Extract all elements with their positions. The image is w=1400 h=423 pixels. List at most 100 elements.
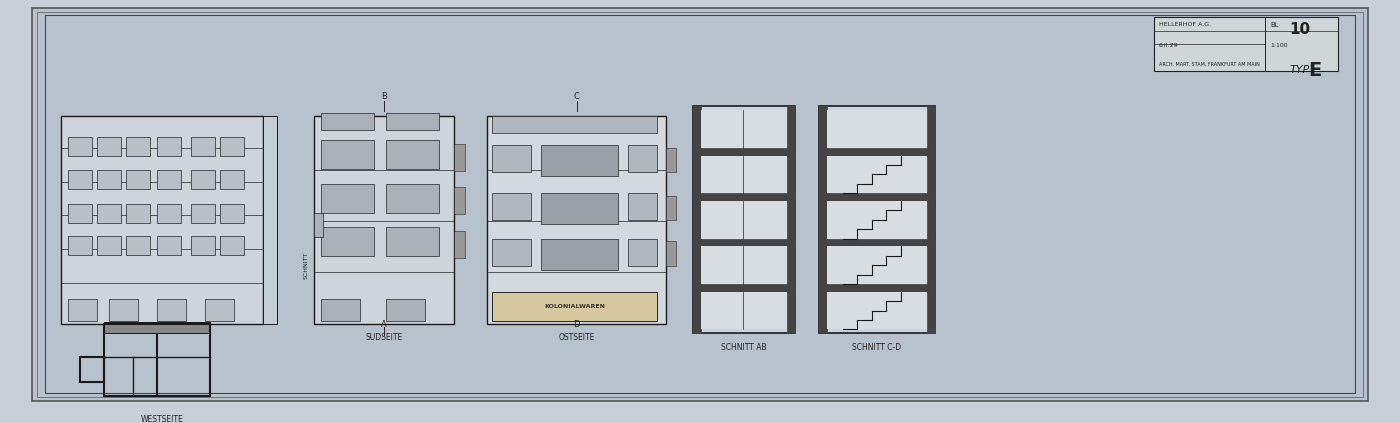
Text: SCHNITT: SCHNITT bbox=[304, 252, 309, 279]
Text: HELLERHOF A.G.: HELLERHOF A.G. bbox=[1159, 22, 1211, 27]
Bar bbox=[826, 246, 927, 284]
Bar bbox=[693, 106, 795, 333]
Bar bbox=[322, 113, 374, 130]
Bar bbox=[157, 204, 181, 223]
Bar bbox=[819, 148, 935, 156]
Bar bbox=[69, 204, 92, 223]
Text: 6.II.29: 6.II.29 bbox=[1159, 42, 1179, 47]
Bar bbox=[190, 137, 216, 157]
Bar bbox=[826, 201, 927, 239]
Bar bbox=[693, 193, 795, 201]
Bar bbox=[126, 170, 150, 190]
Bar bbox=[104, 321, 210, 333]
Text: 10: 10 bbox=[1289, 22, 1310, 37]
Bar bbox=[493, 239, 531, 266]
Bar bbox=[386, 140, 440, 169]
Bar bbox=[701, 292, 787, 330]
Bar bbox=[927, 106, 935, 333]
Bar bbox=[60, 116, 263, 324]
Bar bbox=[263, 116, 277, 324]
Text: E: E bbox=[1309, 61, 1322, 80]
Bar bbox=[322, 299, 360, 321]
Bar bbox=[693, 148, 795, 156]
Bar bbox=[220, 170, 244, 190]
Bar bbox=[693, 106, 701, 333]
Bar bbox=[693, 239, 795, 246]
Bar bbox=[627, 193, 657, 220]
Bar bbox=[69, 299, 97, 321]
Bar bbox=[69, 170, 92, 190]
Bar bbox=[190, 236, 216, 255]
Bar bbox=[190, 204, 216, 223]
Bar bbox=[493, 116, 657, 133]
Bar bbox=[97, 137, 122, 157]
Bar bbox=[104, 324, 210, 396]
Bar bbox=[322, 227, 374, 256]
Text: C: C bbox=[574, 91, 580, 101]
Text: B: B bbox=[381, 91, 386, 101]
Bar bbox=[666, 196, 676, 220]
Bar bbox=[126, 236, 150, 255]
Bar bbox=[157, 299, 186, 321]
Bar bbox=[493, 193, 531, 220]
Bar bbox=[454, 231, 465, 258]
Text: TYP: TYP bbox=[1289, 65, 1309, 75]
Bar bbox=[386, 227, 440, 256]
Bar bbox=[157, 137, 181, 157]
Bar bbox=[627, 239, 657, 266]
Bar bbox=[627, 145, 657, 172]
Bar bbox=[190, 170, 216, 190]
Text: OSTSEITE: OSTSEITE bbox=[559, 333, 595, 342]
Bar bbox=[666, 242, 676, 266]
Bar bbox=[454, 187, 465, 214]
Bar bbox=[157, 170, 181, 190]
Bar bbox=[819, 284, 935, 292]
Bar bbox=[386, 113, 440, 130]
Bar bbox=[80, 357, 104, 382]
Bar bbox=[126, 204, 150, 223]
Bar bbox=[69, 236, 92, 255]
Bar bbox=[157, 236, 181, 255]
Bar bbox=[386, 299, 424, 321]
Bar bbox=[701, 110, 787, 148]
Bar bbox=[826, 156, 927, 193]
Text: A: A bbox=[381, 319, 386, 329]
Bar bbox=[819, 193, 935, 201]
Text: ARCH. MART. STAM, FRANKFURT AM MAIN: ARCH. MART. STAM, FRANKFURT AM MAIN bbox=[1159, 62, 1260, 67]
Text: KOLONIALWAREN: KOLONIALWAREN bbox=[545, 304, 605, 309]
Bar bbox=[97, 236, 122, 255]
Bar bbox=[826, 292, 927, 330]
Bar bbox=[826, 110, 927, 148]
Bar bbox=[220, 204, 244, 223]
Bar bbox=[386, 184, 440, 212]
Text: SCHNITT C-D: SCHNITT C-D bbox=[853, 343, 902, 352]
Text: D: D bbox=[574, 319, 580, 329]
Bar bbox=[493, 292, 657, 321]
Bar bbox=[322, 184, 374, 212]
Bar bbox=[220, 236, 244, 255]
Bar bbox=[220, 137, 244, 157]
Text: SUDSEITE: SUDSEITE bbox=[365, 333, 402, 342]
Bar bbox=[109, 299, 137, 321]
Text: SCHNITT AB: SCHNITT AB bbox=[721, 343, 767, 352]
Bar bbox=[819, 106, 935, 333]
Bar bbox=[1154, 17, 1337, 71]
Bar bbox=[540, 193, 617, 224]
Bar bbox=[97, 170, 122, 190]
Text: 1:100: 1:100 bbox=[1270, 42, 1288, 47]
Bar bbox=[787, 106, 795, 333]
Bar bbox=[314, 212, 323, 236]
Bar bbox=[540, 145, 617, 176]
Bar bbox=[322, 140, 374, 169]
Bar bbox=[454, 144, 465, 171]
Bar bbox=[493, 145, 531, 172]
Bar bbox=[126, 137, 150, 157]
Bar bbox=[701, 201, 787, 239]
Bar bbox=[693, 284, 795, 292]
Bar bbox=[701, 246, 787, 284]
Bar bbox=[701, 156, 787, 193]
Text: WESTSEITE: WESTSEITE bbox=[140, 415, 183, 423]
Bar bbox=[819, 106, 826, 333]
Bar bbox=[819, 239, 935, 246]
Bar bbox=[206, 299, 234, 321]
